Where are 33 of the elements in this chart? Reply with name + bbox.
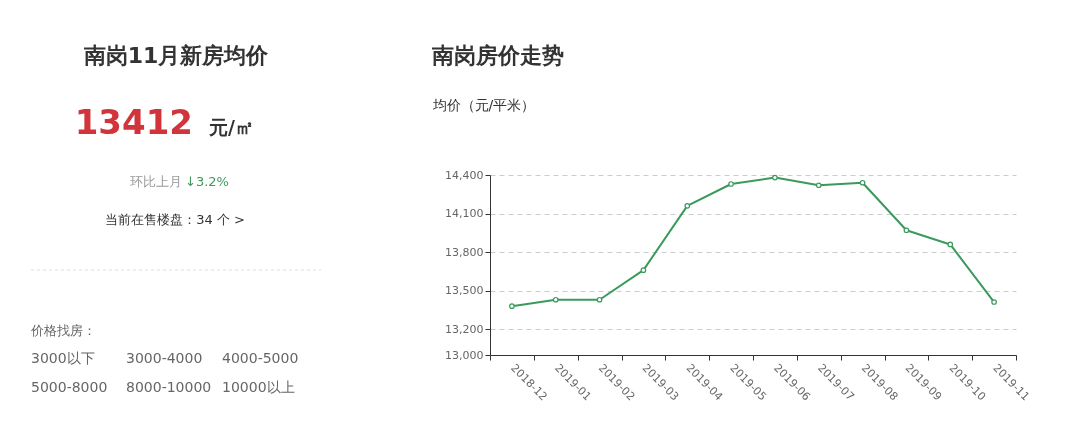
text: 元/㎡ [208, 116, 254, 138]
text: 10000以上 [222, 379, 295, 395]
point [772, 174, 778, 181]
point [903, 227, 910, 234]
text: 南岗11月新房均价 [82, 43, 270, 68]
text: ↓3.2% [185, 174, 229, 189]
y-tick-label: 13,500 [445, 284, 484, 298]
point [815, 182, 822, 189]
point [947, 241, 954, 248]
y-axis-title: 均价（元/平米） [431, 96, 536, 113]
y-tick-label: 13,000 [445, 348, 484, 362]
text: 13412 [74, 102, 193, 142]
point [509, 303, 515, 309]
point [640, 267, 647, 273]
text: 价格找房： [30, 323, 96, 338]
y-tick-label: 14,400 [445, 168, 484, 182]
text: 5000-8000 [31, 379, 108, 395]
y-tick-label: 14,100 [445, 207, 484, 221]
y-tick-label: 13,200 [445, 322, 484, 336]
chart-title: 南岗房价走势 [431, 43, 564, 68]
y-tick-label: 13,800 [445, 245, 484, 259]
text: 8000-10000 [126, 379, 212, 395]
point [552, 296, 559, 303]
point [596, 296, 603, 303]
point [991, 299, 997, 305]
text: 3000-4000 [126, 350, 203, 366]
point [684, 203, 691, 209]
text: 当前在售楼盘：34 个 > [105, 212, 245, 227]
point [728, 181, 734, 187]
text: 环比上月 [130, 174, 182, 189]
text: 3000以下 [31, 350, 95, 366]
point [859, 179, 866, 186]
text: 4000-5000 [222, 350, 299, 366]
